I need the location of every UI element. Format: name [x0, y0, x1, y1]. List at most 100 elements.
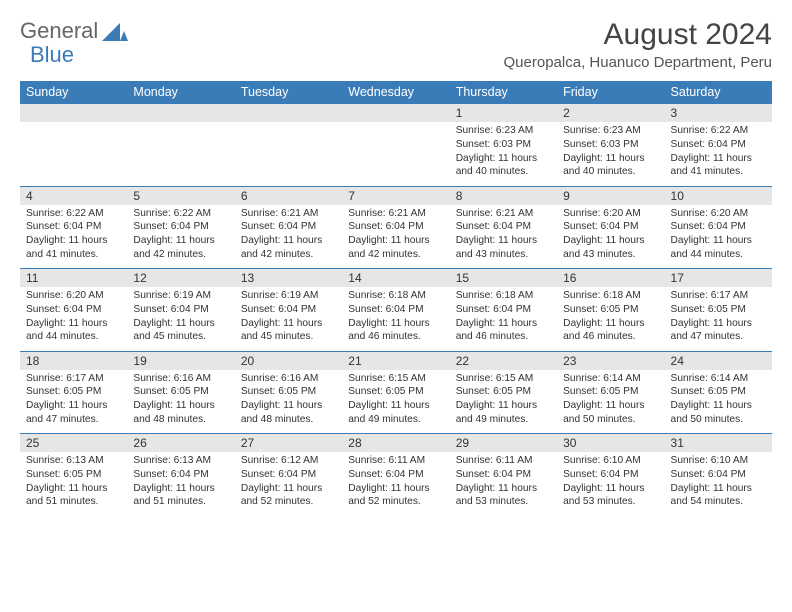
- sunrise-line: Sunrise: 6:16 AM: [133, 372, 228, 386]
- sunrise-line: Sunrise: 6:19 AM: [133, 289, 228, 303]
- day-detail-cell: Sunrise: 6:18 AMSunset: 6:04 PMDaylight:…: [342, 287, 449, 351]
- sunset-line: Sunset: 6:04 PM: [348, 220, 443, 234]
- day-number-cell: 22: [450, 351, 557, 370]
- sunset-line: Sunset: 6:05 PM: [26, 385, 121, 399]
- sunrise-line: Sunrise: 6:22 AM: [133, 207, 228, 221]
- day-detail-cell: Sunrise: 6:10 AMSunset: 6:04 PMDaylight:…: [665, 452, 772, 516]
- day-number: 10: [671, 189, 684, 203]
- day-detail-cell: Sunrise: 6:21 AMSunset: 6:04 PMDaylight:…: [235, 205, 342, 269]
- day-number: 20: [241, 354, 254, 368]
- daylight-line: Daylight: 11 hours and 48 minutes.: [133, 399, 228, 427]
- sunset-line: Sunset: 6:05 PM: [671, 303, 766, 317]
- day-header: Sunday: [20, 81, 127, 104]
- day-detail-cell: Sunrise: 6:22 AMSunset: 6:04 PMDaylight:…: [127, 205, 234, 269]
- day-header: Wednesday: [342, 81, 449, 104]
- daylight-line: Daylight: 11 hours and 41 minutes.: [671, 152, 766, 180]
- daylight-line: Daylight: 11 hours and 47 minutes.: [26, 399, 121, 427]
- day-detail-cell: Sunrise: 6:14 AMSunset: 6:05 PMDaylight:…: [557, 370, 664, 434]
- calendar-table: Sunday Monday Tuesday Wednesday Thursday…: [20, 81, 772, 516]
- daylight-line: Daylight: 11 hours and 43 minutes.: [563, 234, 658, 262]
- day-detail-cell: Sunrise: 6:22 AMSunset: 6:04 PMDaylight:…: [665, 122, 772, 186]
- sunrise-line: Sunrise: 6:14 AM: [563, 372, 658, 386]
- sunrise-line: Sunrise: 6:15 AM: [456, 372, 551, 386]
- day-detail-cell: Sunrise: 6:20 AMSunset: 6:04 PMDaylight:…: [665, 205, 772, 269]
- day-number: 25: [26, 436, 39, 450]
- sunrise-line: Sunrise: 6:18 AM: [456, 289, 551, 303]
- day-detail-cell: Sunrise: 6:21 AMSunset: 6:04 PMDaylight:…: [450, 205, 557, 269]
- sunset-line: Sunset: 6:05 PM: [456, 385, 551, 399]
- day-detail-cell: Sunrise: 6:14 AMSunset: 6:05 PMDaylight:…: [665, 370, 772, 434]
- sunrise-line: Sunrise: 6:14 AM: [671, 372, 766, 386]
- daylight-line: Daylight: 11 hours and 44 minutes.: [26, 317, 121, 345]
- day-number-cell: 1: [450, 104, 557, 123]
- day-number: 26: [133, 436, 146, 450]
- logo: General: [20, 18, 132, 44]
- day-detail-cell: Sunrise: 6:19 AMSunset: 6:04 PMDaylight:…: [235, 287, 342, 351]
- day-number: 13: [241, 271, 254, 285]
- day-detail-cell: Sunrise: 6:12 AMSunset: 6:04 PMDaylight:…: [235, 452, 342, 516]
- day-number-cell: 13: [235, 269, 342, 288]
- daylight-line: Daylight: 11 hours and 49 minutes.: [348, 399, 443, 427]
- day-number-cell: 28: [342, 434, 449, 453]
- sunrise-line: Sunrise: 6:10 AM: [671, 454, 766, 468]
- day-header: Monday: [127, 81, 234, 104]
- day-detail-cell: Sunrise: 6:13 AMSunset: 6:04 PMDaylight:…: [127, 452, 234, 516]
- daylight-line: Daylight: 11 hours and 46 minutes.: [563, 317, 658, 345]
- sunset-line: Sunset: 6:04 PM: [671, 468, 766, 482]
- sunset-line: Sunset: 6:04 PM: [456, 303, 551, 317]
- daylight-line: Daylight: 11 hours and 44 minutes.: [671, 234, 766, 262]
- day-number-cell: 21: [342, 351, 449, 370]
- day-detail-cell: Sunrise: 6:16 AMSunset: 6:05 PMDaylight:…: [235, 370, 342, 434]
- sunset-line: Sunset: 6:04 PM: [671, 138, 766, 152]
- day-number: 3: [671, 106, 678, 120]
- day-number: 24: [671, 354, 684, 368]
- daylight-line: Daylight: 11 hours and 53 minutes.: [456, 482, 551, 510]
- sunset-line: Sunset: 6:05 PM: [563, 303, 658, 317]
- day-detail-row: Sunrise: 6:22 AMSunset: 6:04 PMDaylight:…: [20, 205, 772, 269]
- day-number: 11: [26, 271, 38, 285]
- day-number-cell: [342, 104, 449, 123]
- sunrise-line: Sunrise: 6:21 AM: [348, 207, 443, 221]
- day-number: 30: [563, 436, 576, 450]
- logo-text-blue: Blue: [30, 42, 74, 68]
- day-number-cell: 27: [235, 434, 342, 453]
- day-number-cell: 19: [127, 351, 234, 370]
- day-detail-cell: Sunrise: 6:23 AMSunset: 6:03 PMDaylight:…: [557, 122, 664, 186]
- daylight-line: Daylight: 11 hours and 42 minutes.: [348, 234, 443, 262]
- day-number: 7: [348, 189, 355, 203]
- day-number-cell: [127, 104, 234, 123]
- day-header: Thursday: [450, 81, 557, 104]
- day-detail-cell: Sunrise: 6:18 AMSunset: 6:04 PMDaylight:…: [450, 287, 557, 351]
- day-number: 6: [241, 189, 248, 203]
- day-number-cell: 8: [450, 186, 557, 205]
- sunrise-line: Sunrise: 6:15 AM: [348, 372, 443, 386]
- day-number-cell: 10: [665, 186, 772, 205]
- day-number-cell: 5: [127, 186, 234, 205]
- sunset-line: Sunset: 6:04 PM: [563, 468, 658, 482]
- sunrise-line: Sunrise: 6:20 AM: [563, 207, 658, 221]
- day-number: 29: [456, 436, 469, 450]
- day-number: 16: [563, 271, 576, 285]
- sunset-line: Sunset: 6:03 PM: [456, 138, 551, 152]
- day-number-cell: 26: [127, 434, 234, 453]
- sunset-line: Sunset: 6:04 PM: [456, 468, 551, 482]
- daylight-line: Daylight: 11 hours and 52 minutes.: [241, 482, 336, 510]
- day-number-cell: 20: [235, 351, 342, 370]
- day-detail-cell: Sunrise: 6:18 AMSunset: 6:05 PMDaylight:…: [557, 287, 664, 351]
- sunrise-line: Sunrise: 6:10 AM: [563, 454, 658, 468]
- day-detail-cell: [342, 122, 449, 186]
- day-number-cell: 4: [20, 186, 127, 205]
- day-number: 2: [563, 106, 570, 120]
- daylight-line: Daylight: 11 hours and 46 minutes.: [456, 317, 551, 345]
- day-detail-row: Sunrise: 6:20 AMSunset: 6:04 PMDaylight:…: [20, 287, 772, 351]
- day-number-cell: 25: [20, 434, 127, 453]
- sunrise-line: Sunrise: 6:21 AM: [241, 207, 336, 221]
- day-number-cell: 9: [557, 186, 664, 205]
- sunset-line: Sunset: 6:04 PM: [26, 220, 121, 234]
- sunrise-line: Sunrise: 6:16 AM: [241, 372, 336, 386]
- day-detail-cell: Sunrise: 6:11 AMSunset: 6:04 PMDaylight:…: [342, 452, 449, 516]
- daylight-line: Daylight: 11 hours and 43 minutes.: [456, 234, 551, 262]
- day-number: 12: [133, 271, 146, 285]
- day-number: 27: [241, 436, 254, 450]
- day-detail-cell: Sunrise: 6:15 AMSunset: 6:05 PMDaylight:…: [450, 370, 557, 434]
